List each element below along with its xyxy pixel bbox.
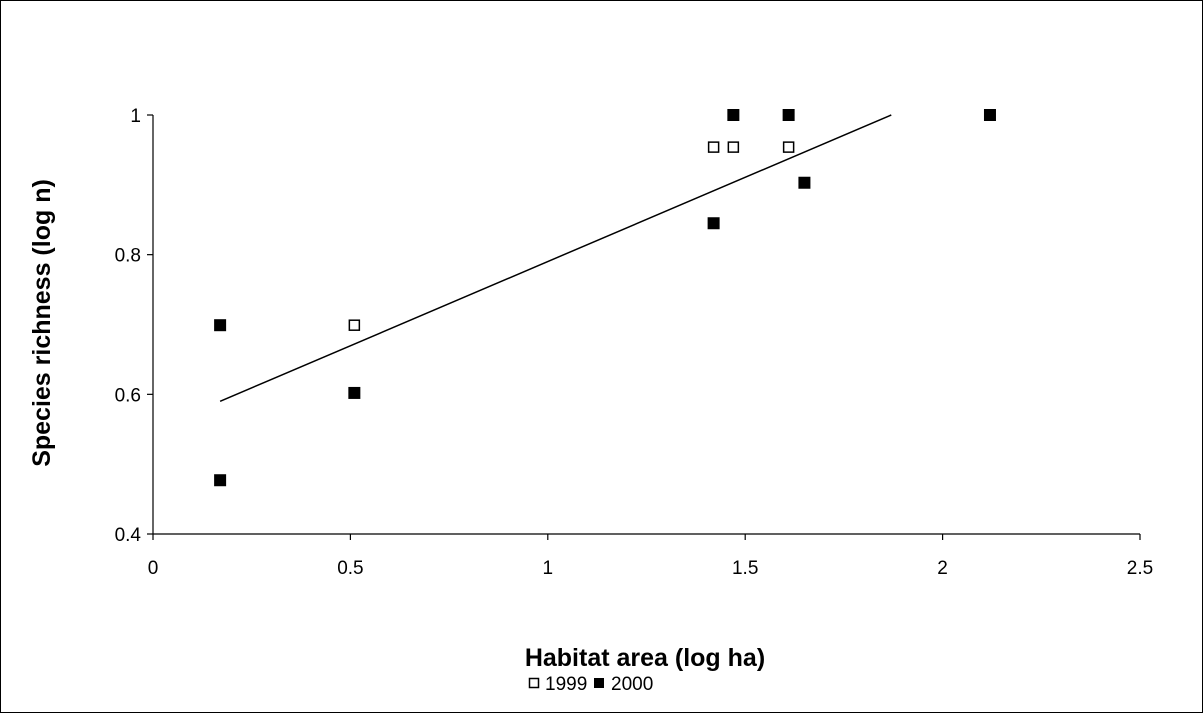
axes [152, 115, 1140, 535]
x-tick-label: 2 [937, 558, 948, 579]
x-tick-label: 1 [543, 558, 554, 579]
trendline-group [219, 114, 892, 403]
x-tick-label: 1.5 [732, 558, 758, 579]
x-tick-label: 0 [148, 558, 159, 579]
y-tick-label: 1 [130, 106, 141, 127]
x-tick-label: 2.5 [1127, 558, 1153, 579]
legend-marker-2000 [594, 678, 604, 688]
point-2000 [707, 217, 720, 230]
legend: 1999 2000 [528, 674, 653, 695]
point-1999 [727, 141, 740, 153]
point-2000 [798, 176, 811, 189]
points-group [214, 109, 996, 487]
x-axis-title: Habitat area (log ha) [525, 644, 765, 672]
trendline [219, 114, 892, 403]
point-2000 [983, 109, 996, 121]
x-tick-label: 0.5 [337, 558, 363, 579]
y-tick-label: 0.8 [115, 246, 141, 267]
y-tick-label: 0.4 [115, 525, 142, 546]
y-axis-title: Species richness (log n) [28, 179, 56, 467]
point-2000 [214, 319, 227, 332]
point-1999 [707, 141, 720, 153]
point-2000 [727, 109, 740, 121]
point-2000 [214, 474, 227, 487]
tick-group: 0.4 0.6 0.8 1 0 0.5 1 1.5 2 2.5 [115, 106, 1154, 579]
point-2000 [782, 109, 795, 121]
legend-marker-1999 [528, 677, 540, 689]
y-tick-label: 0.6 [115, 385, 141, 406]
legend-label-1999: 1999 [545, 674, 587, 695]
point-2000 [348, 386, 361, 399]
point-1999 [348, 319, 361, 331]
point-1999 [782, 141, 795, 153]
legend-label-2000: 2000 [611, 674, 653, 695]
